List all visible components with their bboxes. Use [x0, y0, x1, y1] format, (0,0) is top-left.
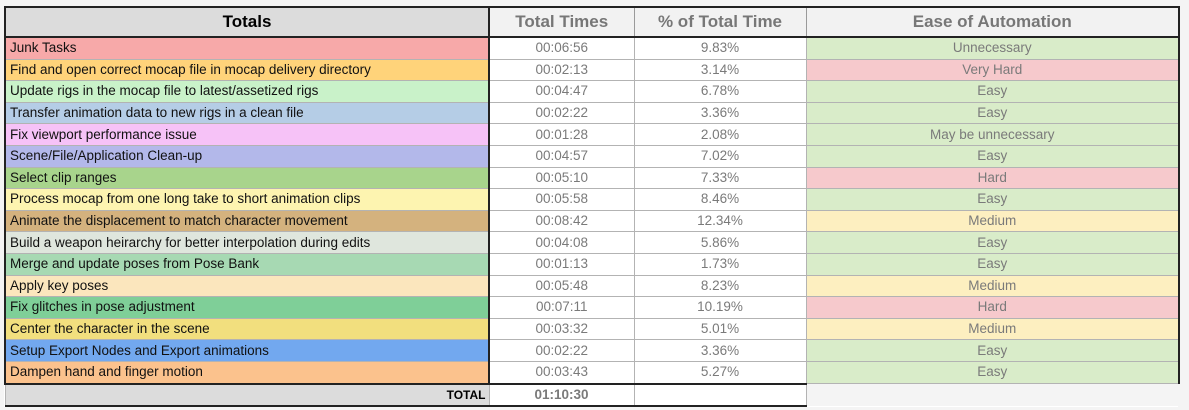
time-cell[interactable]: 00:03:43	[488, 360, 635, 385]
task-cell[interactable]: Apply key poses	[4, 274, 490, 298]
task-cell[interactable]: Merge and update poses from Pose Bank	[4, 252, 490, 276]
task-cell[interactable]: Dampen hand and finger motion	[4, 360, 490, 385]
total-row: TOTAL 01:10:30	[4, 382, 1179, 407]
percent-cell[interactable]: 8.23%	[633, 274, 807, 298]
time-cell[interactable]: 00:04:08	[488, 231, 635, 254]
percent-cell[interactable]: 2.08%	[633, 123, 807, 146]
table-row: Update rigs in the mocap file to latest/…	[4, 80, 1180, 103]
table-row: Animate the displacement to match charac…	[4, 209, 1180, 233]
percent-cell[interactable]: 5.27%	[633, 360, 807, 385]
time-cell[interactable]: 00:05:48	[488, 274, 635, 298]
header-totals[interactable]: Totals	[4, 6, 490, 38]
time-cell[interactable]: 00:02:13	[488, 58, 635, 82]
total-time[interactable]: 01:10:30	[488, 382, 635, 407]
task-cell[interactable]: Process mocap from one long take to shor…	[4, 188, 490, 211]
ease-cell[interactable]: Easy	[805, 101, 1180, 125]
time-cell[interactable]: 00:04:47	[488, 80, 635, 103]
percent-cell[interactable]: 9.83%	[633, 36, 807, 60]
percent-cell[interactable]: 1.73%	[633, 252, 807, 276]
ease-cell[interactable]: Medium	[805, 274, 1180, 298]
table-row: Scene/File/Application Clean-up 00:04:57 7…	[4, 144, 1180, 168]
time-cell[interactable]: 00:02:22	[488, 101, 635, 125]
task-cell[interactable]: Build a weapon heirarchy for better inte…	[4, 231, 490, 254]
ease-cell[interactable]: Easy	[805, 360, 1180, 385]
task-cell[interactable]: Update rigs in the mocap file to latest/…	[4, 80, 490, 103]
table-row: Dampen hand and finger motion 00:03:43 5.2…	[4, 360, 1180, 385]
percent-cell[interactable]: 5.01%	[633, 317, 807, 341]
time-cell[interactable]: 00:07:11	[488, 296, 635, 319]
total-label[interactable]: TOTAL	[4, 382, 490, 407]
table-row: Apply key poses 00:05:48 8.23% Medium	[4, 274, 1180, 298]
ease-cell[interactable]: Unnecessary	[805, 36, 1180, 60]
ease-cell[interactable]: Easy	[805, 231, 1180, 254]
total-pct-cell[interactable]	[633, 382, 807, 407]
table-row: Find and open correct mocap file in moca…	[4, 58, 1180, 82]
time-cell[interactable]: 00:01:13	[488, 252, 635, 276]
percent-cell[interactable]: 5.86%	[633, 231, 807, 254]
percent-cell[interactable]: 3.14%	[633, 58, 807, 82]
time-cell[interactable]: 00:05:58	[488, 188, 635, 211]
task-cell[interactable]: Scene/File/Application Clean-up	[4, 144, 490, 168]
task-cell[interactable]: Fix glitches in pose adjustment	[4, 296, 490, 319]
ease-cell[interactable]: May be unnecessary	[805, 123, 1180, 146]
time-cell[interactable]: 00:06:56	[488, 36, 635, 60]
time-cell[interactable]: 00:03:32	[488, 317, 635, 341]
ease-cell[interactable]: Very Hard	[805, 58, 1180, 82]
percent-cell[interactable]: 7.02%	[633, 144, 807, 168]
percent-cell[interactable]: 10.19%	[633, 296, 807, 319]
table-row: Fix glitches in pose adjustment 00:07:11 1…	[4, 296, 1180, 319]
percent-cell[interactable]: 3.36%	[633, 101, 807, 125]
header-total-times[interactable]: Total Times	[488, 6, 635, 38]
time-cell[interactable]: 00:08:42	[488, 209, 635, 233]
ease-cell[interactable]: Easy	[805, 144, 1180, 168]
header-percent-total-time[interactable]: % of Total Time	[633, 6, 807, 38]
task-cell[interactable]: Junk Tasks	[4, 36, 490, 60]
task-cell[interactable]: Select clip ranges	[4, 166, 490, 190]
table-row: Process mocap from one long take to shor…	[4, 188, 1180, 211]
percent-cell[interactable]: 8.46%	[633, 188, 807, 211]
table-row: Center the character in the scene 00:03:3…	[4, 317, 1180, 341]
task-cell[interactable]: Transfer animation data to new rigs in a…	[4, 101, 490, 125]
ease-cell[interactable]: Easy	[805, 80, 1180, 103]
table-body: Junk Tasks 00:06:56 9.83% Unnecessary Find a…	[4, 36, 1180, 385]
task-cell[interactable]: Fix viewport performance issue	[4, 123, 490, 146]
ease-cell[interactable]: Easy	[805, 339, 1180, 362]
task-cell[interactable]: Setup Export Nodes and Export animations	[4, 339, 490, 362]
task-cell[interactable]: Center the character in the scene	[4, 317, 490, 341]
table-row: Setup Export Nodes and Export animations…	[4, 339, 1180, 362]
table-row: Fix viewport performance issue 00:01:28 2.…	[4, 123, 1180, 146]
header-ease-of-automation[interactable]: Ease of Automation	[805, 6, 1180, 38]
time-cell[interactable]: 00:01:28	[488, 123, 635, 146]
table-row: Junk Tasks 00:06:56 9.83% Unnecessary	[4, 36, 1180, 60]
time-cell[interactable]: 00:02:22	[488, 339, 635, 362]
ease-cell[interactable]: Easy	[805, 188, 1180, 211]
ease-cell[interactable]: Easy	[805, 252, 1180, 276]
percent-cell[interactable]: 12.34%	[633, 209, 807, 233]
table-row: Build a weapon heirarchy for better inte…	[4, 231, 1180, 254]
totals-table: Totals Total Times % of Total Time Ease …	[4, 6, 1180, 407]
time-cell[interactable]: 00:05:10	[488, 166, 635, 190]
header-row: Totals Total Times % of Total Time Ease …	[4, 6, 1180, 38]
ease-cell[interactable]: Hard	[805, 296, 1180, 319]
spreadsheet: Totals Total Times % of Total Time Ease …	[4, 6, 1180, 407]
table-row: Transfer animation data to new rigs in a…	[4, 101, 1180, 125]
ease-cell[interactable]: Medium	[805, 317, 1180, 341]
task-cell[interactable]: Find and open correct mocap file in moca…	[4, 58, 490, 82]
time-cell[interactable]: 00:04:57	[488, 144, 635, 168]
percent-cell[interactable]: 7.33%	[633, 166, 807, 190]
total-empty-area	[806, 383, 1179, 406]
ease-cell[interactable]: Hard	[805, 166, 1180, 190]
percent-cell[interactable]: 3.36%	[633, 339, 807, 362]
table-row: Merge and update poses from Pose Bank 00:…	[4, 252, 1180, 276]
table-row: Select clip ranges 00:05:10 7.33% Hard	[4, 166, 1180, 190]
percent-cell[interactable]: 6.78%	[633, 80, 807, 103]
task-cell[interactable]: Animate the displacement to match charac…	[4, 209, 490, 233]
ease-cell[interactable]: Medium	[805, 209, 1180, 233]
